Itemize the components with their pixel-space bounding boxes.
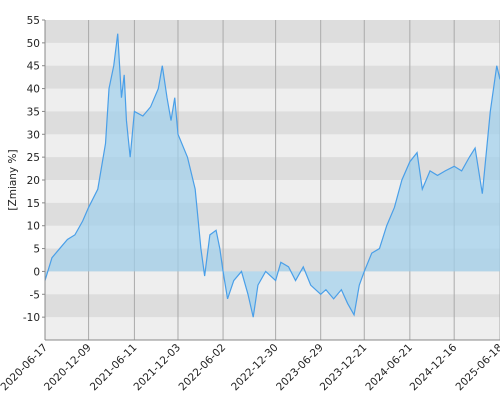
y-tick-label: 55 (27, 15, 40, 27)
y-tick-label: 15 (27, 198, 40, 210)
y-tick-label: -10 (23, 312, 40, 324)
x-tick-label: 2021-12-03 (131, 342, 183, 394)
x-tick-label: 2023-12-21 (318, 342, 370, 394)
grid-band (45, 20, 500, 43)
grid-band (45, 294, 500, 318)
y-tick-label: 0 (33, 266, 40, 278)
area (45, 33, 500, 318)
x-tick-label: 2020-12-09 (42, 342, 94, 394)
x-tick-label: 2024-12-16 (408, 341, 460, 393)
y-tick-label: 45 (27, 61, 40, 73)
y-tick-label: -5 (30, 289, 40, 301)
x-tick-label: 2022-06-02 (177, 342, 229, 394)
y-tick-label: 40 (27, 84, 40, 96)
y-tick-label: 20 (27, 175, 40, 187)
x-tick-label: 2022-12-30 (229, 342, 281, 394)
line (44, 33, 500, 318)
y-tick-label: 25 (27, 152, 40, 164)
y-tick-label: 35 (27, 106, 40, 118)
y-tick-label: 30 (27, 129, 40, 141)
y-tick-label: 50 (27, 38, 40, 50)
y-tick-label: 5 (33, 244, 40, 256)
x-tick-label: 2025-06-18 (453, 342, 500, 394)
y-tick-label: 10 (27, 221, 40, 233)
y-axis-label: [Zmiany %] (7, 149, 19, 210)
